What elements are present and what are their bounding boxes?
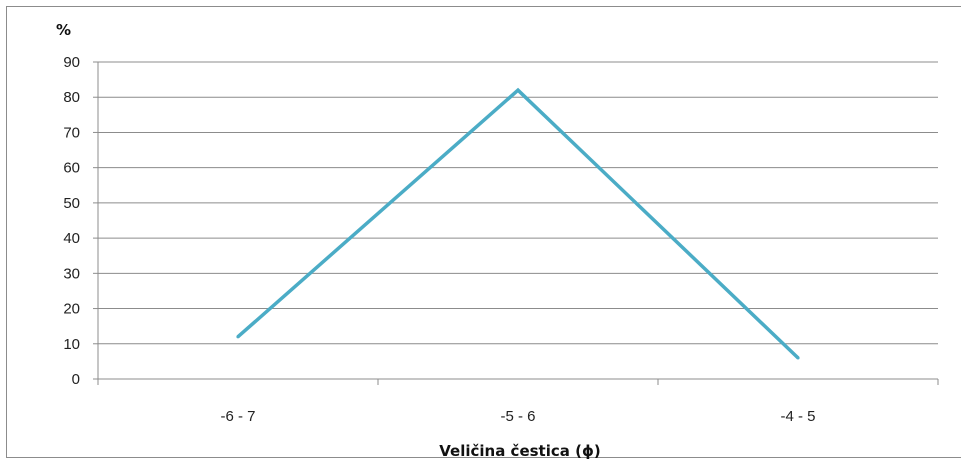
chart-frame	[6, 6, 961, 458]
data-point	[236, 335, 240, 339]
y-tick-label: 50	[63, 195, 80, 212]
x-axis-title: Veličina čestica (ϕ)	[439, 442, 601, 460]
y-tick-label: 90	[63, 54, 80, 71]
y-tick-label: 30	[63, 265, 80, 282]
x-tick-label: -6 - 7	[220, 408, 255, 425]
y-tick-label: 60	[63, 160, 80, 177]
y-tick-label: 40	[63, 230, 80, 247]
x-tick-label: -4 - 5	[780, 408, 815, 425]
y-tick-label: 20	[63, 301, 80, 318]
data-point	[516, 88, 520, 92]
y-tick-label: 80	[63, 89, 80, 106]
series-layer	[236, 87, 800, 360]
x-tick-labels: -6 - 7 -5 - 6 -4 - 5	[97, 379, 939, 425]
axes	[97, 62, 938, 380]
data-point	[796, 356, 800, 360]
y-tick-label: 10	[63, 336, 80, 353]
y-axis-unit-label: %	[56, 21, 71, 39]
x-tick-label: -5 - 6	[500, 408, 535, 425]
gridlines	[98, 61, 938, 345]
series-line	[236, 87, 800, 360]
y-tick-label: 70	[63, 124, 80, 141]
y-tick-label: 0	[72, 371, 80, 388]
y-tick-labels: 0 10 20 30 40 50 60 70 80 90	[63, 54, 98, 388]
